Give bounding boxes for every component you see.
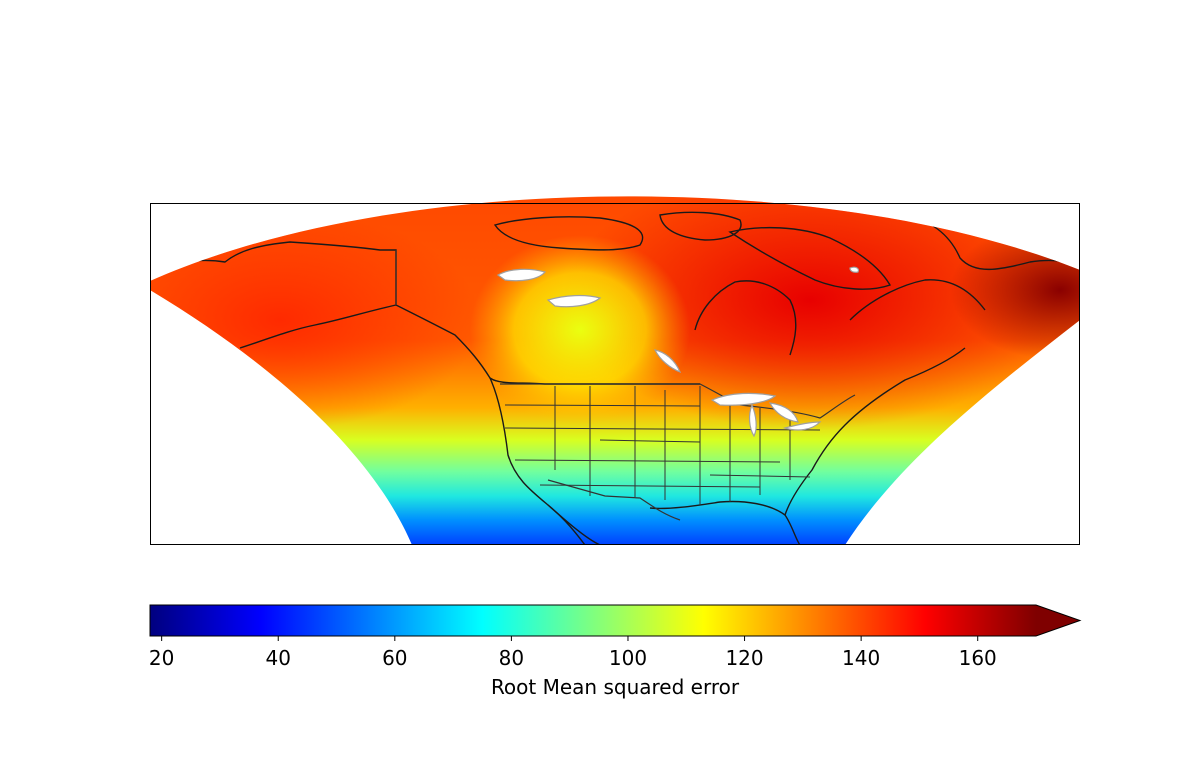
great-bear-lake <box>496 268 547 282</box>
map-axes <box>150 196 1080 545</box>
colorbar-tick-label: 140 <box>842 646 880 670</box>
lakes <box>496 266 860 438</box>
colorbar-tick-label: 60 <box>382 646 407 670</box>
alaska-peninsula <box>239 304 397 349</box>
colorbar-ticks: 20 40 60 80 100 120 140 160 <box>149 636 997 670</box>
hudson-high-region <box>560 196 1060 430</box>
arctic-lake-1 <box>849 266 860 273</box>
colorbar-tick-label: 20 <box>149 646 174 670</box>
lake-winnipeg <box>653 349 682 374</box>
labrador-coast <box>849 279 986 321</box>
lake-michigan <box>748 403 757 438</box>
gulf-coast <box>649 500 801 545</box>
colorbar-label: Root Mean squared error <box>491 675 740 699</box>
colorbar-tick-label: 120 <box>725 646 763 670</box>
us-mexico-border <box>547 479 681 521</box>
us-state-borders <box>504 386 821 505</box>
great-slave-lake <box>546 294 602 308</box>
baffin-island <box>728 226 892 290</box>
colorbar-tick-label: 160 <box>959 646 997 670</box>
arctic-islands-2 <box>659 211 742 241</box>
arctic-islands-1 <box>493 216 644 251</box>
colorbar-tick-label: 40 <box>266 646 291 670</box>
east-coast <box>784 347 966 516</box>
baja <box>547 504 586 545</box>
prairie-low-region <box>470 235 690 425</box>
hudson-bay-coast <box>694 280 797 356</box>
coastlines <box>150 211 1080 545</box>
colorbar-extend-arrow <box>1036 605 1080 636</box>
colorbar-gradient <box>150 605 1036 636</box>
lake-erie <box>782 421 822 431</box>
map-border <box>150 203 1080 545</box>
greenland-max-region <box>950 220 1080 360</box>
colorbar-outline <box>149 604 1082 637</box>
lake-huron <box>768 402 799 423</box>
colorbar-tick-label: 80 <box>499 646 524 670</box>
colorbar: 20 40 60 80 100 120 140 160 Root Mean squared e… <box>149 604 1082 699</box>
alaska-coast <box>150 241 700 385</box>
colorbar-tick-label: 100 <box>609 646 647 670</box>
lake-superior <box>710 392 777 406</box>
west-coast <box>489 377 601 545</box>
